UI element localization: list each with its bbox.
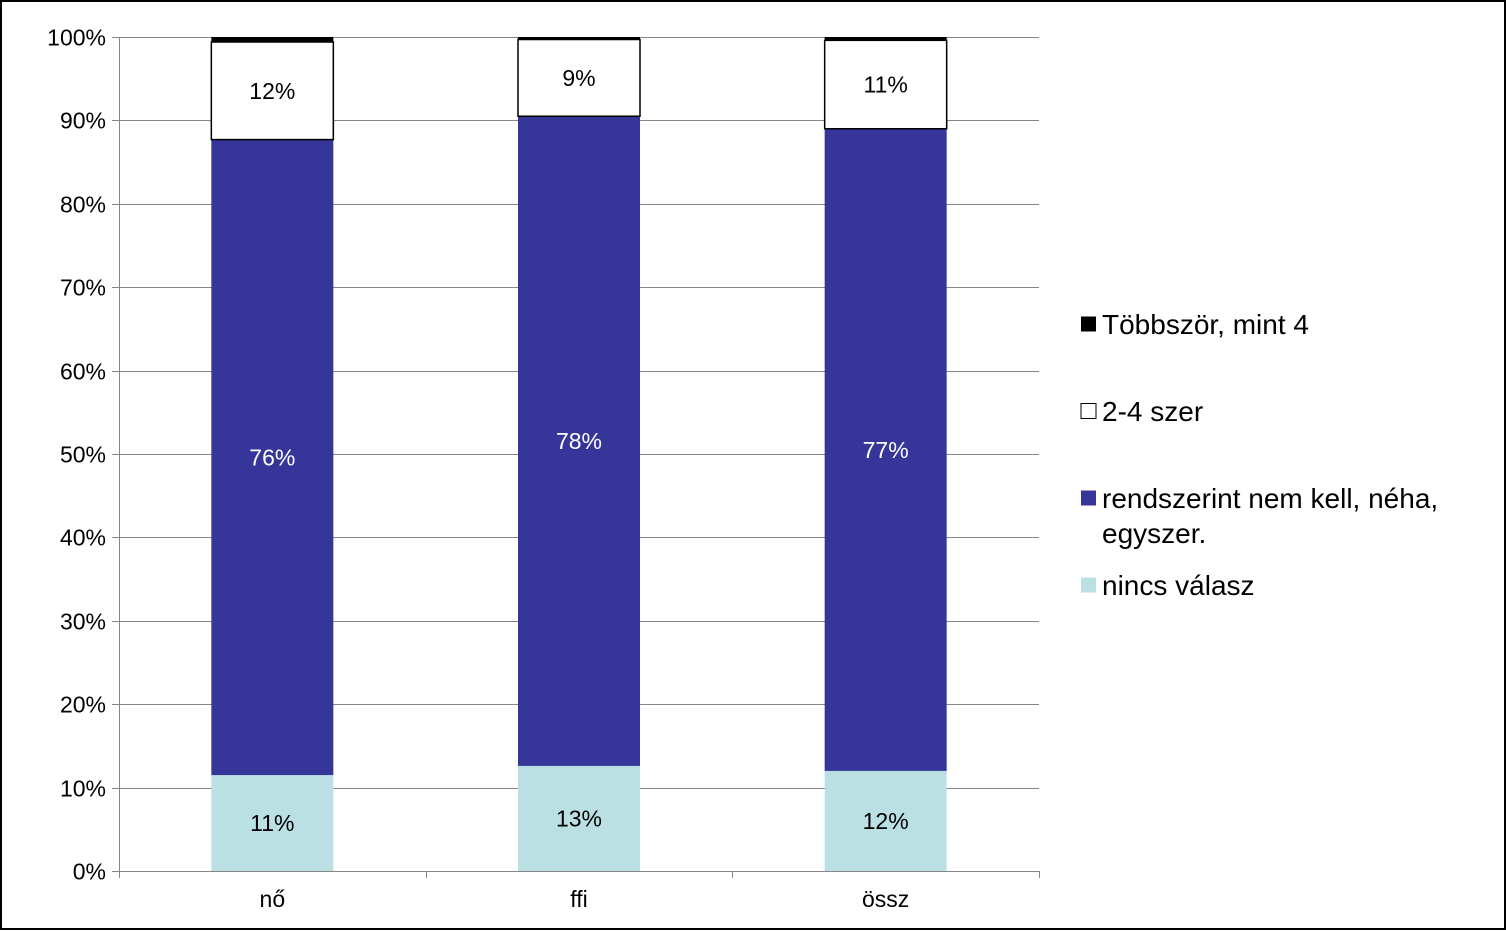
- legend-label-line: egyszer.: [1102, 518, 1206, 549]
- bar-segment: [210, 41, 335, 141]
- y-tick-label: 20%: [60, 692, 106, 718]
- data-label: 13%: [556, 805, 602, 831]
- bars: [210, 37, 948, 871]
- data-label: 76%: [249, 444, 295, 470]
- legend-label: nincs válasz: [1102, 570, 1255, 601]
- legend-label: rendszerint nem kell, néha, egyszer.: [1102, 483, 1438, 549]
- legend-label-line: Többször, mint 4: [1102, 309, 1309, 340]
- legend: Többször, mint 4 2-4 szer rendszerint nem …: [1080, 309, 1438, 601]
- legend-swatch: [1081, 490, 1096, 506]
- legend-swatch: [1081, 316, 1096, 332]
- x-tick-label: nő: [260, 886, 286, 912]
- data-label: 77%: [863, 437, 909, 463]
- legend-label-line: rendszerint nem kell, néha,: [1102, 483, 1438, 514]
- bar-segment: [211, 775, 334, 871]
- bar-segment: [824, 128, 947, 771]
- legend-label-line: nincs válasz: [1102, 570, 1255, 601]
- bar-segment: [518, 116, 640, 766]
- y-tick-label: 0%: [73, 859, 106, 885]
- legend-label: 2-4 szer: [1102, 396, 1203, 427]
- y-tick-label: 70%: [60, 275, 106, 301]
- data-label: 9%: [562, 65, 595, 91]
- legend-swatch: [1081, 577, 1096, 593]
- x-tick-label: ffi: [570, 886, 587, 912]
- legend-swatch: [1080, 403, 1097, 419]
- x-tick-label: össz: [862, 886, 909, 912]
- data-label: 11%: [250, 810, 294, 836]
- bar-segment: [518, 37, 640, 40]
- data-label: 12%: [863, 808, 909, 834]
- bar-segment: [211, 139, 334, 776]
- bar-segment: [823, 39, 948, 130]
- y-tick-label: 10%: [60, 776, 106, 802]
- legend-label-line: 2-4 szer: [1102, 396, 1203, 427]
- y-tick-label: 50%: [60, 442, 106, 468]
- legend-label: Többször, mint 4: [1102, 309, 1309, 340]
- data-label: 78%: [556, 428, 602, 454]
- data-label: 11%: [864, 72, 908, 98]
- y-tick-label: 60%: [60, 359, 106, 385]
- y-tick-label: 100%: [47, 25, 106, 51]
- y-tick-label: 40%: [60, 525, 106, 551]
- y-tick-label: 30%: [60, 609, 106, 635]
- y-tick-label: 80%: [60, 192, 106, 218]
- y-tick-label: 90%: [60, 108, 106, 134]
- bar-segment: [824, 770, 947, 871]
- bar-segment: [211, 37, 334, 43]
- data-label: 12%: [249, 78, 295, 104]
- axes: 0% 10% 20% 30% 40% 50% 60% 70% 80% 90% 100% nő ffi ös…: [47, 25, 1040, 912]
- bar-segment: [518, 765, 640, 871]
- bar-segment: [824, 37, 947, 41]
- data-labels: 11% 76% 12% 13% 78% 9% 12% 77% 11%: [249, 65, 908, 836]
